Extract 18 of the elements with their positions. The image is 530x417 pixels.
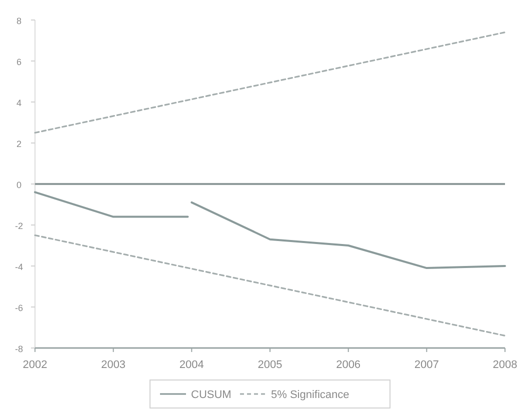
- legend-label: CUSUM: [191, 389, 232, 401]
- legend-label: 5% Significance: [271, 389, 350, 401]
- y-tick-label: 0: [16, 180, 22, 190]
- y-tick-label: 6: [16, 57, 22, 67]
- y-tick-label: -8: [14, 344, 24, 354]
- y-tick-label: -6: [14, 303, 24, 313]
- y-tick-label: -2: [14, 221, 24, 231]
- x-tick-label: 2007: [414, 359, 439, 371]
- y-tick-label: 4: [16, 98, 22, 108]
- y-tick-label: 8: [16, 16, 22, 26]
- x-tick-label: 2006: [336, 359, 361, 371]
- y-tick-label: 2: [16, 139, 22, 149]
- y-tick-label: -4: [14, 262, 24, 272]
- x-tick-label: 2008: [492, 359, 518, 371]
- x-tick-label: 2002: [22, 359, 48, 371]
- x-tick-label: 2004: [179, 359, 204, 371]
- x-tick-label: 2005: [258, 359, 282, 371]
- x-tick-label: 2003: [101, 359, 126, 371]
